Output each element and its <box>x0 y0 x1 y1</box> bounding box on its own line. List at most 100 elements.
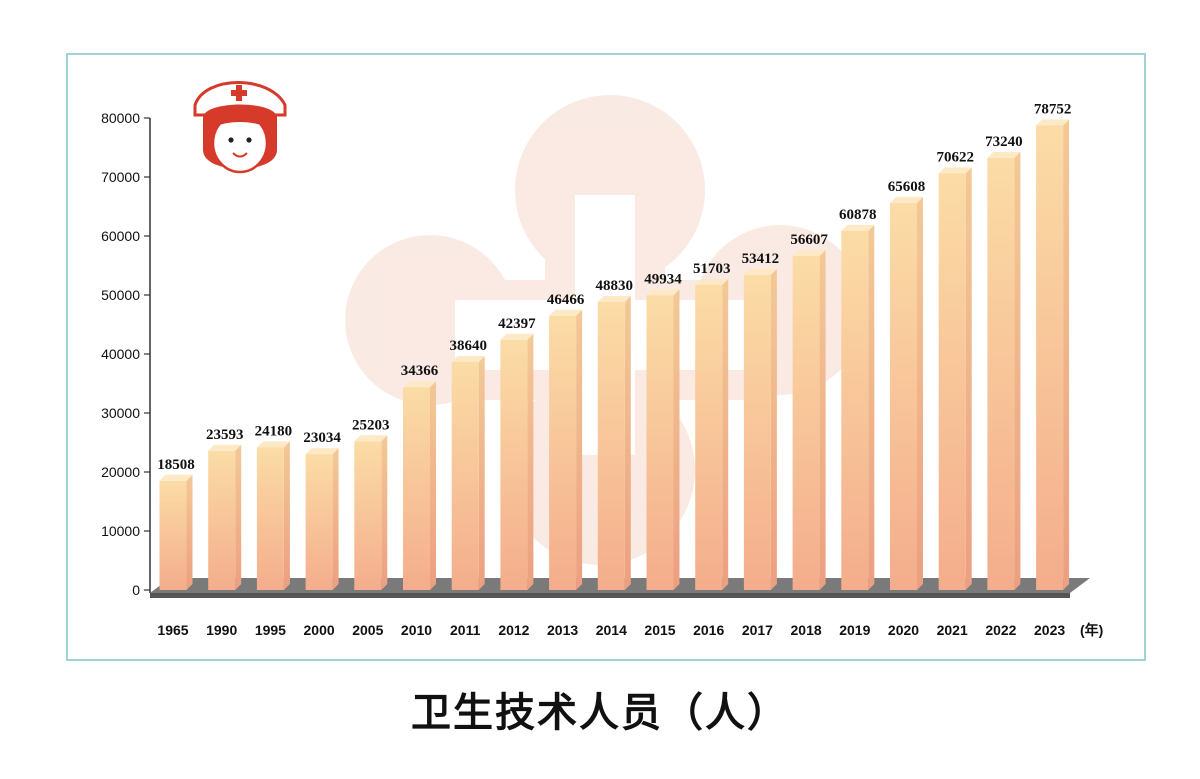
bar-side <box>917 196 923 591</box>
bar-2010 <box>403 381 436 590</box>
bar-front <box>451 362 479 590</box>
value-label: 23593 <box>206 427 244 443</box>
value-label: 38640 <box>449 338 487 354</box>
x-tick-label: 2016 <box>693 622 724 638</box>
bar-cap <box>987 151 1021 158</box>
value-label: 48830 <box>596 278 634 294</box>
value-label: 42397 <box>498 316 536 332</box>
bar-2022 <box>987 151 1021 590</box>
value-label: 65608 <box>888 179 926 195</box>
bars-group <box>159 119 1070 591</box>
x-tick-label: 2014 <box>596 622 627 638</box>
bar-front <box>403 387 430 590</box>
bar-front <box>743 274 771 590</box>
bar-2015 <box>646 289 680 590</box>
y-tick-label: 40000 <box>101 346 140 362</box>
x-tick-label: 2022 <box>985 622 1016 638</box>
bar-cap <box>890 196 923 203</box>
value-label: 46466 <box>547 292 585 308</box>
bar-front <box>987 157 1015 590</box>
bar-front <box>597 301 625 590</box>
bar-side <box>1063 119 1070 591</box>
y-tick-label: 30000 <box>101 405 140 421</box>
bar-2011 <box>451 356 485 590</box>
bar-side <box>478 356 485 590</box>
bar-cap <box>938 167 972 174</box>
value-label: 60878 <box>839 207 877 223</box>
chart-title: 卫生技术人员（人） <box>411 690 789 736</box>
bar-cap <box>743 268 777 275</box>
bar-cap <box>305 448 339 455</box>
bar-cap <box>500 333 534 340</box>
bar-cap <box>208 444 242 451</box>
bar-cap <box>354 435 388 442</box>
bar-side <box>965 167 972 590</box>
x-tick-label: 2017 <box>742 622 773 638</box>
x-tick-label: 2018 <box>791 622 822 638</box>
bar-2021 <box>938 167 972 590</box>
bar-2019 <box>841 224 875 590</box>
bar-cap <box>597 295 631 302</box>
bar-side <box>1014 151 1021 590</box>
value-label: 34366 <box>401 363 439 379</box>
bar-side <box>673 289 680 590</box>
x-tick-label: 2005 <box>352 622 383 638</box>
y-tick-label: 60000 <box>101 228 140 244</box>
x-tick-label: 2023 <box>1034 622 1065 638</box>
bar-2012 <box>500 333 534 590</box>
bar-front <box>1036 125 1064 591</box>
bar-side <box>868 224 875 590</box>
bar-side <box>235 444 242 590</box>
bar-cap <box>695 278 729 285</box>
category-labels-group: 1965 1990 1995 2000 2005 2010 2011 2012 2013 2014… <box>157 622 1065 638</box>
value-label: 56607 <box>790 232 828 248</box>
bar-1990 <box>208 444 242 590</box>
y-tick-label: 70000 <box>101 169 140 185</box>
bar-2017 <box>743 268 777 590</box>
bar-side <box>624 295 631 590</box>
x-tick-label: 2010 <box>401 622 432 638</box>
bar-cap <box>549 309 583 316</box>
nurse-icon <box>193 81 287 174</box>
bar-front <box>549 315 577 590</box>
bar-front <box>354 441 382 590</box>
value-label: 18508 <box>157 457 195 473</box>
value-label: 73240 <box>985 134 1023 150</box>
x-tick-label: 2012 <box>498 622 529 638</box>
x-tick-label: 2011 <box>450 622 481 638</box>
bar-side <box>430 381 436 590</box>
value-label: 25203 <box>352 417 390 433</box>
bar-front <box>938 173 966 590</box>
x-tick-label: 1965 <box>157 622 188 638</box>
bar-2018 <box>792 250 826 590</box>
bar-2016 <box>695 278 729 590</box>
bar-side <box>332 448 339 590</box>
bar-side <box>819 250 826 590</box>
bar-side <box>770 268 777 590</box>
bar-2005 <box>354 435 388 590</box>
x-tick-label: 2000 <box>304 622 335 638</box>
bar-front <box>305 454 333 590</box>
y-tick-label: 80000 <box>101 110 140 126</box>
bar-front <box>208 450 236 590</box>
x-tick-label: 2020 <box>888 622 919 638</box>
bar-front <box>500 339 528 590</box>
bar-1965 <box>159 474 193 590</box>
y-tick-label: 10000 <box>101 523 140 539</box>
bar-cap <box>1036 119 1070 126</box>
x-tick-label: 2013 <box>547 622 578 638</box>
bar-front <box>841 230 869 590</box>
chart-floor-edge <box>150 593 1070 598</box>
bar-side <box>186 474 193 590</box>
value-label: 53412 <box>742 251 780 267</box>
bar-side <box>381 435 388 590</box>
bar-front <box>646 295 674 590</box>
x-tick-label: 2019 <box>839 622 870 638</box>
x-tick-label: 1995 <box>255 622 286 638</box>
x-unit-label: (年) <box>1080 622 1103 638</box>
bar-cap <box>159 474 193 481</box>
bar-cap <box>403 381 436 388</box>
value-label: 78752 <box>1034 101 1072 117</box>
y-tick-label: 20000 <box>101 464 140 480</box>
